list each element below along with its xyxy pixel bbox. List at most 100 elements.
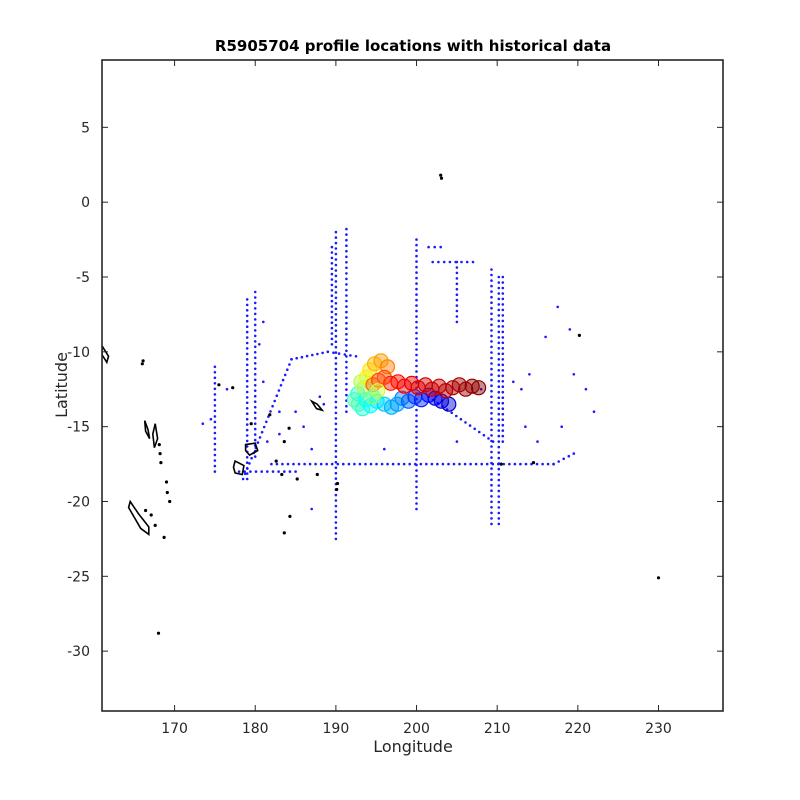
historical-point bbox=[541, 462, 544, 466]
historical-point bbox=[345, 393, 348, 397]
historical-point bbox=[408, 462, 412, 466]
historical-point bbox=[345, 377, 348, 380]
historical-point bbox=[497, 418, 501, 422]
island-point bbox=[217, 383, 221, 387]
historical-point bbox=[497, 303, 501, 306]
historical-point bbox=[253, 405, 257, 409]
historical-point bbox=[277, 389, 281, 392]
historical-point bbox=[330, 310, 334, 314]
historical-point bbox=[213, 404, 217, 407]
historical-point bbox=[501, 407, 505, 411]
historical-point bbox=[436, 462, 439, 466]
historical-point bbox=[334, 406, 338, 409]
historical-point bbox=[334, 323, 338, 327]
historical-point bbox=[490, 284, 493, 288]
historical-point bbox=[241, 477, 245, 481]
historical-point bbox=[292, 462, 295, 466]
historical-point bbox=[330, 283, 334, 287]
historical-point bbox=[490, 406, 493, 410]
historical-point bbox=[334, 449, 338, 453]
historical-point bbox=[245, 298, 249, 301]
historical-point bbox=[490, 301, 493, 305]
historical-point bbox=[415, 315, 418, 318]
chart-title: R5905704 profile locations with historic… bbox=[215, 37, 611, 55]
historical-point bbox=[334, 291, 338, 294]
historical-point bbox=[497, 358, 501, 361]
historical-point bbox=[275, 394, 279, 398]
historical-point bbox=[305, 354, 309, 358]
island-point bbox=[531, 461, 536, 465]
historical-point bbox=[536, 440, 539, 443]
historical-point bbox=[497, 495, 501, 498]
historical-point bbox=[473, 427, 477, 431]
historical-point bbox=[501, 390, 505, 394]
historical-point bbox=[213, 382, 217, 385]
historical-point bbox=[501, 303, 505, 306]
float-profile-marker bbox=[471, 380, 487, 396]
island-point bbox=[499, 462, 503, 466]
historical-point bbox=[330, 326, 334, 330]
historical-point bbox=[455, 298, 459, 302]
historical-point bbox=[497, 423, 501, 427]
historical-point bbox=[302, 425, 305, 429]
historical-point bbox=[334, 318, 338, 322]
historical-point bbox=[501, 385, 505, 389]
historical-point bbox=[490, 268, 493, 271]
island-point bbox=[159, 461, 163, 465]
historical-point bbox=[471, 260, 475, 264]
island-point bbox=[656, 576, 661, 580]
historical-point bbox=[546, 462, 550, 466]
historical-point bbox=[345, 338, 348, 342]
historical-point bbox=[391, 462, 395, 466]
y-tick-label: 5 bbox=[81, 120, 90, 136]
historical-point bbox=[508, 462, 511, 466]
island-point bbox=[577, 333, 582, 337]
historical-point bbox=[334, 356, 338, 360]
historical-point bbox=[501, 314, 505, 317]
float-profile-marker bbox=[362, 362, 378, 378]
historical-point bbox=[345, 272, 348, 275]
historical-point bbox=[334, 367, 338, 371]
historical-point bbox=[572, 373, 576, 376]
historical-point bbox=[415, 480, 418, 483]
historical-point bbox=[253, 345, 257, 349]
historical-point bbox=[326, 350, 330, 354]
historical-point bbox=[501, 401, 505, 405]
historical-point bbox=[490, 472, 493, 476]
historical-point bbox=[490, 356, 493, 360]
historical-point bbox=[501, 423, 505, 427]
plot-area bbox=[102, 173, 661, 635]
historical-point bbox=[213, 376, 217, 380]
historical-point bbox=[497, 429, 501, 432]
historical-point bbox=[415, 254, 418, 258]
y-axis: 5 0 -5 -10 -15 -20 -25 -30 bbox=[67, 120, 723, 660]
historical-point bbox=[342, 462, 345, 466]
historical-point bbox=[397, 462, 401, 466]
y-tick-label: -25 bbox=[67, 569, 90, 585]
historical-point bbox=[253, 351, 257, 354]
historical-point bbox=[325, 462, 329, 466]
historical-point bbox=[490, 367, 493, 371]
historical-point bbox=[266, 440, 269, 443]
x-tick-label: 190 bbox=[323, 721, 350, 737]
historical-point bbox=[269, 410, 272, 413]
historical-point bbox=[237, 470, 241, 473]
historical-point bbox=[501, 286, 505, 290]
historical-point bbox=[455, 293, 459, 297]
historical-point bbox=[501, 308, 505, 312]
historical-point bbox=[334, 439, 338, 442]
historical-point bbox=[334, 351, 338, 354]
historical-point bbox=[448, 260, 452, 264]
historical-point bbox=[497, 412, 501, 416]
historical-point bbox=[415, 469, 418, 472]
historical-point bbox=[345, 233, 348, 236]
historical-point bbox=[271, 404, 274, 408]
historical-point bbox=[474, 462, 478, 466]
island-point bbox=[141, 359, 145, 363]
historical-point bbox=[245, 363, 249, 367]
historical-point bbox=[490, 467, 493, 470]
historical-point bbox=[497, 401, 501, 405]
historical-point bbox=[497, 308, 501, 312]
historical-point bbox=[415, 364, 418, 368]
historical-point bbox=[260, 430, 264, 434]
